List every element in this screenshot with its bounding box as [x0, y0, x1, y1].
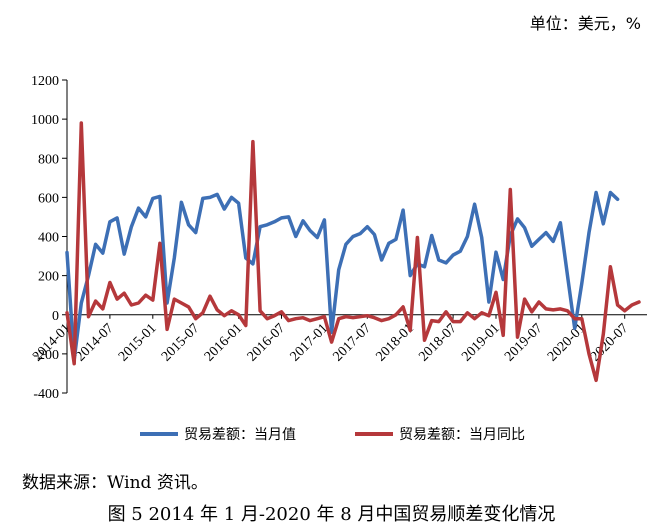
- unit-label: 单位：美元，%: [529, 14, 641, 33]
- y-axis-ticks: -400 -200 0 200 400 600 800 1000 1200: [31, 74, 67, 402]
- x-tick-label: 2019-07: [502, 321, 546, 365]
- series-lines: [65, 121, 641, 383]
- y-tick-label: 0: [52, 309, 59, 324]
- source-note: 数据来源：Wind 资讯。: [22, 473, 208, 493]
- y-tick-label: 600: [38, 191, 59, 206]
- y-tick-label: 800: [38, 152, 59, 167]
- legend-label-2: 贸易差额：当月同比: [399, 427, 525, 443]
- y-tick-label: 400: [38, 231, 59, 246]
- x-tick-label: 2019-01: [459, 321, 503, 365]
- legend: 贸易差额：当月值 贸易差额：当月同比: [140, 427, 525, 443]
- x-tick-label: 2017-01: [288, 321, 332, 365]
- figure-caption: 图 5 2014 年 1 月-2020 年 8 月中国贸易顺差变化情况: [107, 504, 556, 525]
- series-line-2: [65, 121, 641, 383]
- x-tick-label: 2015-01: [116, 321, 160, 365]
- x-tick-label: 2020-07: [588, 321, 632, 365]
- y-tick-label: 1200: [31, 74, 59, 89]
- y-tick-label: 1000: [31, 113, 59, 128]
- legend-label-1: 贸易差额：当月值: [184, 427, 296, 443]
- x-tick-label: 2016-01: [202, 321, 246, 365]
- series-line-1: [65, 190, 620, 362]
- y-tick-label: 200: [38, 270, 59, 285]
- y-tick-label: -200: [33, 348, 59, 363]
- x-tick-label: 2016-07: [245, 321, 289, 365]
- y-tick-label: -400: [33, 387, 59, 402]
